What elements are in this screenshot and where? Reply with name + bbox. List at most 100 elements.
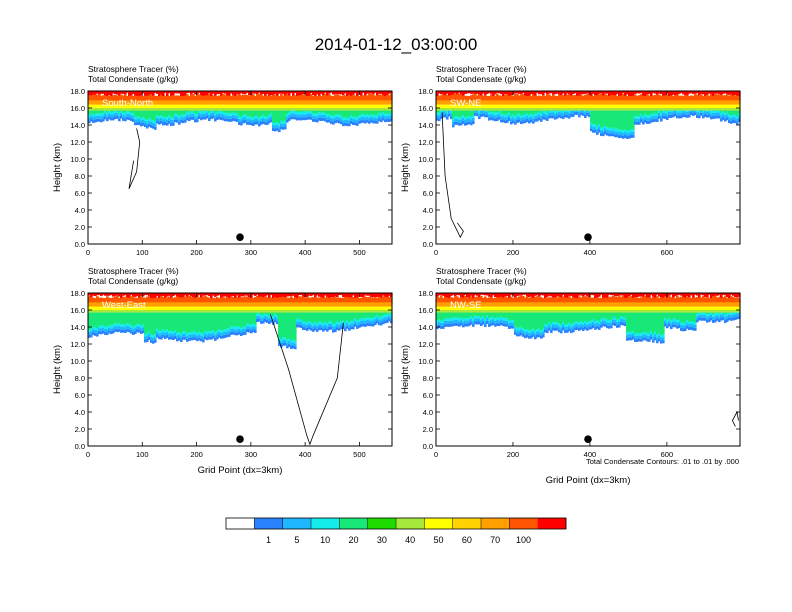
x-tick-label: 600 xyxy=(661,450,674,459)
x-tick-label: 400 xyxy=(299,248,312,257)
panel-sw-ne: 0.0 2.0 4.0 6.0 8.0 10.0 12.0 14.0 16.0 18.0 0 200 4… xyxy=(400,64,741,257)
colorbar-label: 10 xyxy=(320,535,330,545)
location-marker xyxy=(584,435,592,444)
colorbar-label: 20 xyxy=(348,535,358,545)
y-tick-label: 12.0 xyxy=(70,138,85,147)
y-tick-label: 16.0 xyxy=(70,104,85,113)
x-tick-label: 200 xyxy=(190,450,203,459)
y-tick-label: 4.0 xyxy=(423,206,433,215)
colorbar-swatch xyxy=(226,518,255,529)
colorbar-swatch xyxy=(396,518,425,529)
y-tick-label: 6.0 xyxy=(75,391,85,400)
x-tick-label: 600 xyxy=(661,248,674,257)
y-tick-label: 16.0 xyxy=(418,306,433,315)
condensate-contours xyxy=(441,112,464,239)
y-tick-label: 16.0 xyxy=(70,306,85,315)
condensate-contours xyxy=(731,410,739,427)
colorbar-label: 40 xyxy=(405,535,415,545)
x-tick-label: 500 xyxy=(353,248,366,257)
page-title: 2014-01-12_03:00:00 xyxy=(315,35,478,54)
y-tick-label: 4.0 xyxy=(75,408,85,417)
colorbar: 1 5 10 20 30 40 50 60 70 100 xyxy=(225,517,567,545)
x-tick-label: 0 xyxy=(86,248,90,257)
panel-label: NW-SE xyxy=(450,300,482,311)
panel-west-east: 0.0 2.0 4.0 6.0 8.0 10.0 12.0 14.0 16.0 18.0 0 100 2… xyxy=(52,266,393,476)
y-tick-label: 18.0 xyxy=(70,87,85,96)
colorbar-label: 60 xyxy=(462,535,472,545)
colorbar-swatch xyxy=(282,518,312,529)
plot-frame xyxy=(87,292,393,447)
y-tick-label: 18.0 xyxy=(418,289,433,298)
colorbar-swatch xyxy=(537,518,567,529)
contour-note: Total Condensate Contours: .01 to .01 by… xyxy=(586,457,739,466)
x-tick-label: 200 xyxy=(190,248,203,257)
condensate-contours xyxy=(128,128,141,189)
colorbar-label: 50 xyxy=(433,535,443,545)
y-tick-label: 18.0 xyxy=(70,289,85,298)
panel-label: SW-NE xyxy=(450,98,482,109)
plot-frame xyxy=(435,90,741,245)
x-tick-label: 100 xyxy=(136,248,149,257)
panel-header-condensate: Total Condensate (g/kg) xyxy=(436,276,526,286)
x-tick-label: 0 xyxy=(86,450,90,459)
y-tick-label: 10.0 xyxy=(70,357,85,366)
x-tick-label: 300 xyxy=(245,248,258,257)
x-tick-label: 400 xyxy=(584,450,597,459)
panel-header-condensate: Total Condensate (g/kg) xyxy=(436,74,526,84)
colorbar-label: 5 xyxy=(294,535,299,545)
panel-south-north: 0.0 2.0 4.0 6.0 8.0 10.0 12.0 14.0 16.0 18.0 0 100 2… xyxy=(52,64,393,257)
colorbar-label: 100 xyxy=(516,535,531,545)
plot-frame xyxy=(435,292,741,447)
y-tick-label: 0.0 xyxy=(75,442,85,451)
y-tick-label: 0.0 xyxy=(423,442,433,451)
y-tick-label: 6.0 xyxy=(75,189,85,198)
x-tick-label: 500 xyxy=(353,450,366,459)
y-tick-label: 12.0 xyxy=(418,340,433,349)
colorbar-swatch xyxy=(254,518,283,529)
y-tick-label: 6.0 xyxy=(423,391,433,400)
y-tick-label: 14.0 xyxy=(418,323,433,332)
y-tick-label: 0.0 xyxy=(423,240,433,249)
y-tick-label: 8.0 xyxy=(75,374,85,383)
colorbar-swatch xyxy=(424,518,453,529)
colorbar-swatch xyxy=(481,518,510,529)
x-tick-label: 200 xyxy=(507,248,520,257)
colorbar-swatch xyxy=(509,518,538,529)
location-marker xyxy=(584,233,592,241)
y-tick-label: 18.0 xyxy=(418,87,433,96)
y-tick-label: 4.0 xyxy=(75,206,85,215)
y-axis-label: Height (km) xyxy=(52,143,63,192)
tracer-field xyxy=(88,91,393,133)
colorbar-swatch xyxy=(311,518,340,529)
y-tick-label: 10.0 xyxy=(418,155,433,164)
y-tick-label: 12.0 xyxy=(418,138,433,147)
panel-label: West-East xyxy=(102,300,146,311)
x-tick-label: 300 xyxy=(245,450,258,459)
colorbar-label: 70 xyxy=(490,535,500,545)
y-tick-label: 2.0 xyxy=(75,425,85,434)
x-tick-label: 100 xyxy=(136,450,149,459)
panel-header-tracer: Stratosphere Tracer (%) xyxy=(88,266,179,276)
panel-header-condensate: Total Condensate (g/kg) xyxy=(88,74,178,84)
tracer-field xyxy=(88,293,393,350)
location-marker xyxy=(236,233,244,241)
y-tick-label: 14.0 xyxy=(418,121,433,130)
y-tick-label: 0.0 xyxy=(75,240,85,249)
y-tick-label: 14.0 xyxy=(70,121,85,130)
y-tick-label: 12.0 xyxy=(70,340,85,349)
y-tick-label: 2.0 xyxy=(75,223,85,232)
y-axis-label: Height (km) xyxy=(52,345,63,394)
colorbar-swatch xyxy=(367,518,397,529)
y-tick-label: 16.0 xyxy=(418,104,433,113)
panel-header-tracer: Stratosphere Tracer (%) xyxy=(88,64,179,74)
x-tick-label: 0 xyxy=(434,248,438,257)
panel-header-condensate: Total Condensate (g/kg) xyxy=(88,276,178,286)
colorbar-swatch xyxy=(452,518,482,529)
y-tick-label: 10.0 xyxy=(418,357,433,366)
y-tick-label: 8.0 xyxy=(423,172,433,181)
panel-header-tracer: Stratosphere Tracer (%) xyxy=(436,266,527,276)
y-axis-label: Height (km) xyxy=(400,345,411,394)
tracer-field xyxy=(436,91,741,140)
y-tick-label: 8.0 xyxy=(75,172,85,181)
